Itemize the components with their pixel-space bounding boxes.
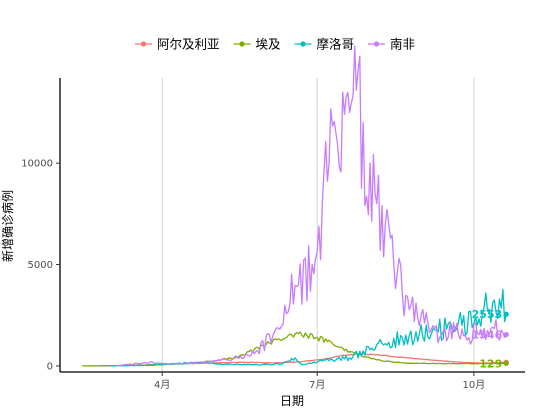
legend-swatch-point [239,41,245,47]
series-line [116,45,507,367]
legend-label: 摩洛哥 [317,37,355,52]
legend-swatch-point [373,41,380,47]
ticks: 4月 7月 10月 0 5000 10000 [21,159,485,391]
y-tick-label: 10000 [21,159,53,170]
series-end-label: 1546 [472,329,503,342]
series-end-label: 129 [479,357,502,370]
y-tick-label: 5000 [28,260,53,271]
series-end-point [503,360,509,366]
legend-swatch-point [300,41,306,47]
legend-item: 摩洛哥 [294,37,355,52]
x-tick-label: 4月 [154,379,170,391]
x-tick-label: 7月 [309,379,325,391]
y-tick-label: 0 [47,361,53,372]
series-end-point [503,311,509,317]
series-layer: 129 2553 1546 [82,45,509,370]
axes [59,78,525,373]
series-line [111,288,507,367]
legend: 阿尔及利亚 埃及 摩洛哥 南非 [134,37,415,52]
legend-label: 南非 [390,37,415,52]
legend-item: 阿尔及利亚 [134,37,220,52]
x-axis-title: 日期 [280,394,304,408]
legend-item: 南非 [368,37,415,52]
legend-swatch-point [140,41,147,47]
x-tick-label: 10月 [463,379,486,391]
series-end-label: 2553 [472,308,503,321]
series-end-point [503,331,509,338]
legend-item: 埃及 [233,37,281,52]
legend-label: 埃及 [255,37,281,52]
legend-label: 阿尔及利亚 [157,37,220,52]
y-axis-title: 新增确诊病例 [0,190,15,262]
